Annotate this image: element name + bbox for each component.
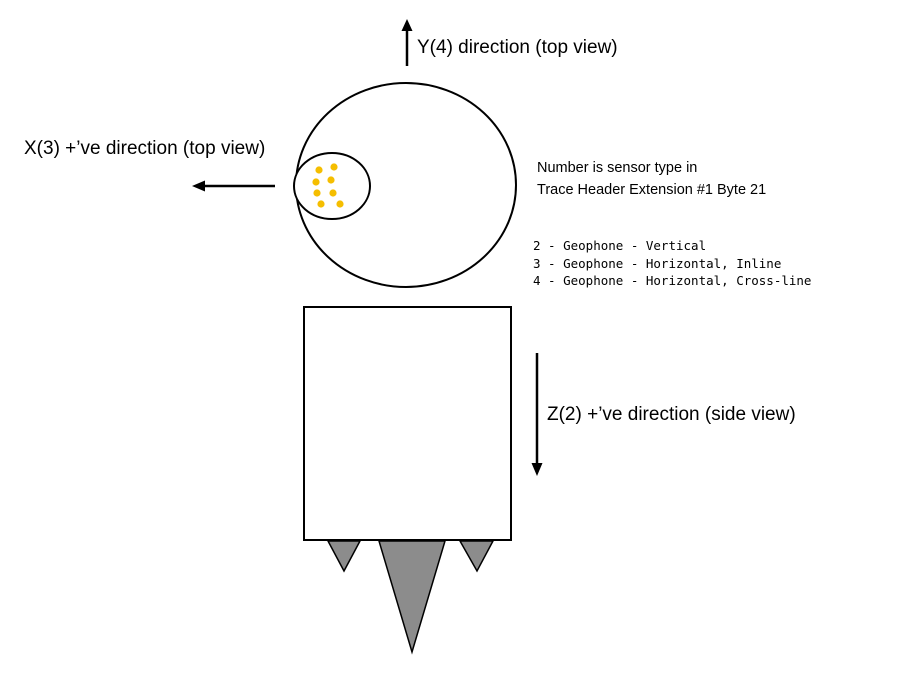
sensor-dots: [312, 163, 344, 208]
left-spike: [326, 540, 362, 573]
x-direction-arrow: [192, 180, 275, 192]
z-direction-arrow: [531, 353, 543, 476]
sensor-type-note-line1: Number is sensor type in: [537, 160, 698, 176]
x-direction-label: X(3) +’ve direction (top view): [24, 138, 266, 159]
right-spike: [458, 540, 495, 573]
sensor-dot: [330, 163, 338, 171]
sensor-type-item: 2 - Geophone - Vertical: [533, 238, 707, 253]
sensor-dot: [312, 178, 320, 186]
sensor-dot: [329, 189, 337, 197]
y-direction-label: Y(4) direction (top view): [417, 37, 618, 58]
sensor-type-note-line2: Trace Header Extension #1 Byte 21: [537, 182, 767, 198]
sensor-dot: [315, 166, 323, 174]
sensor-top-view-inner-circle: [293, 152, 371, 220]
sensor-dot: [336, 200, 344, 208]
sensor-type-item: 3 - Geophone - Horizontal, Inline: [533, 256, 782, 271]
y-direction-arrow: [401, 19, 413, 66]
sensor-dot: [317, 200, 325, 208]
z-direction-label: Z(2) +’ve direction (side view): [547, 404, 796, 425]
sensor-side-view-body: [303, 306, 512, 541]
sensor-type-item: 4 - Geophone - Horizontal, Cross-line: [533, 273, 812, 288]
sensor-dot: [313, 189, 321, 197]
center-spike: [377, 540, 447, 655]
sensor-dot: [327, 176, 335, 184]
